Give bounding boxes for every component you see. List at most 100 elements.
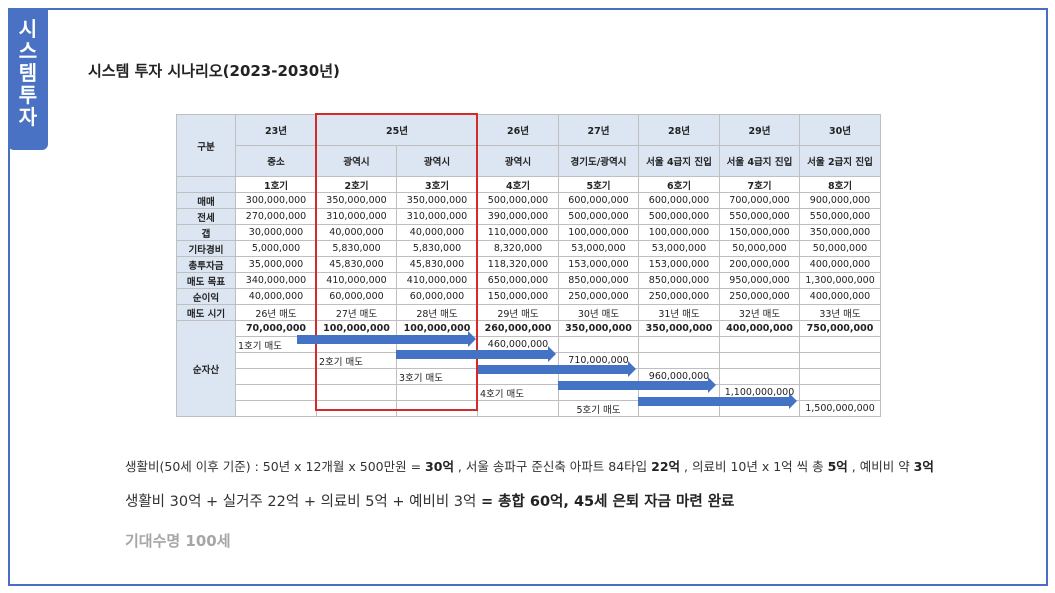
value-cell: 29년 매도 — [477, 304, 559, 321]
note-amount: 30억 — [425, 459, 454, 474]
region-cell: 서울 2급지 진입 — [799, 145, 881, 177]
year-cell: 29년 — [719, 114, 800, 146]
empty-cell — [235, 400, 317, 417]
value-cell: 35,000,000 — [235, 256, 317, 273]
empty-cell — [638, 352, 720, 369]
value-cell: 53,000,000 — [638, 240, 720, 257]
year-cell: 23년 — [235, 114, 317, 146]
net-total-cell: 400,000,000 — [719, 320, 800, 337]
value-cell: 30,000,000 — [235, 224, 317, 241]
year-cell: 27년 — [558, 114, 639, 146]
value-cell: 250,000,000 — [638, 288, 720, 305]
unit-cell: 1호기 — [235, 176, 317, 193]
net-total-row: 순자산 70,000,000 100,000,000 100,000,000 260,0… — [176, 320, 881, 417]
value-cell: 500,000,000 — [477, 192, 559, 209]
total-summary: 생활비 30억 + 실거주 22억 + 의료비 5억 + 예비비 3억 = 총합… — [125, 490, 734, 511]
year-cell: 25년 — [316, 114, 478, 146]
data-row: 갭 30,000,000 40,000,000 40,000,000 110,000,0… — [176, 224, 881, 241]
row-label: 매도 목표 — [176, 272, 236, 289]
value-cell: 26년 매도 — [235, 304, 317, 321]
value-cell: 100,000,000 — [638, 224, 720, 241]
value-cell: 500,000,000 — [558, 208, 639, 225]
value-cell: 1,300,000,000 — [799, 272, 881, 289]
sale-label: 4호기 매도 — [477, 384, 559, 401]
value-cell: 33년 매도 — [799, 304, 881, 321]
sale-label: 5호기 매도 — [558, 400, 639, 417]
value-cell: 250,000,000 — [719, 288, 800, 305]
region-cell: 중소 — [235, 145, 317, 177]
note-text: , 의료비 10년 x 1억 씩 총 — [680, 459, 828, 474]
net-total-cell: 750,000,000 — [799, 320, 881, 337]
row-label: 전세 — [176, 208, 236, 225]
empty-cell — [719, 368, 800, 385]
value-cell: 150,000,000 — [719, 224, 800, 241]
value-cell: 8,320,000 — [477, 240, 559, 257]
net-asset-label: 순자산 — [176, 320, 236, 417]
note-text: , 서울 송파구 준신축 아파트 84타입 — [453, 459, 652, 474]
value-cell: 340,000,000 — [235, 272, 317, 289]
empty-cell — [235, 384, 317, 401]
empty-cell — [799, 336, 881, 353]
data-row: 매도 시기 26년 매도 27년 매도 28년 매도 29년 매도 30년 매도 31년 매… — [176, 304, 881, 321]
data-row: 매매 300,000,000 350,000,000 350,000,000 500,0… — [176, 192, 881, 209]
empty-cell — [235, 352, 317, 369]
note-text: 생활비(50세 이후 기준) : 50년 x 12개월 x 500만원 = — [125, 459, 426, 474]
row-label: 매도 시기 — [176, 304, 236, 321]
value-cell: 850,000,000 — [558, 272, 639, 289]
summary-text: 생활비 30억 + 실거주 22억 + 의료비 5억 + 예비비 3억 — [125, 494, 481, 510]
value-cell: 900,000,000 — [799, 192, 881, 209]
value-cell: 153,000,000 — [558, 256, 639, 273]
sale-result: 1,500,000,000 — [799, 400, 881, 417]
empty-cell — [799, 384, 881, 401]
value-cell: 270,000,000 — [235, 208, 317, 225]
value-cell: 400,000,000 — [799, 256, 881, 273]
value-cell: 500,000,000 — [638, 208, 720, 225]
row-label: 기타경비 — [176, 240, 236, 257]
net-total-cell: 350,000,000 — [558, 320, 639, 337]
year-cell: 30년 — [799, 114, 881, 146]
value-cell: 600,000,000 — [558, 192, 639, 209]
region-row: 중소 광역시 광역시 광역시 경기도/광역시 서울 4급지 진입 서울 4급지 … — [177, 145, 881, 177]
investment-table-wrap: 구분 23년 25년 26년 27년 28년 29년 30년 중소 광역시 광역… — [176, 113, 881, 417]
side-tab-char: 템 — [18, 61, 38, 85]
empty-cell — [719, 352, 800, 369]
value-cell: 32년 매도 — [719, 304, 800, 321]
data-row: 순이익 40,000,000 60,000,000 60,000,000 150,000… — [176, 288, 881, 305]
empty-cell — [638, 336, 720, 353]
empty-cell — [719, 336, 800, 353]
empty-cell — [235, 368, 317, 385]
unit-cell: 4호기 — [477, 176, 559, 193]
empty-cell — [799, 368, 881, 385]
value-cell: 110,000,000 — [477, 224, 559, 241]
value-cell: 700,000,000 — [719, 192, 800, 209]
value-cell: 31년 매도 — [638, 304, 720, 321]
value-cell: 650,000,000 — [477, 272, 559, 289]
row-label: 총투자금 — [176, 256, 236, 273]
unit-cell: 6호기 — [638, 176, 720, 193]
side-tab-char: 시 — [18, 17, 38, 41]
year-cell: 28년 — [638, 114, 720, 146]
value-cell: 50,000,000 — [799, 240, 881, 257]
note-amount: 3억 — [913, 459, 934, 474]
page-title: 시스템 투자 시나리오(2023-2030년) — [88, 62, 340, 80]
data-row: 전세 270,000,000 310,000,000 310,000,000 390,0… — [176, 208, 881, 225]
sale-arrow — [297, 331, 476, 347]
data-row: 매도 목표 340,000,000 410,000,000 410,000,000 65… — [176, 272, 881, 289]
region-cell: 광역시 — [396, 145, 478, 177]
net-total-cell: 260,000,000 — [477, 320, 559, 337]
unit-cell: 5호기 — [558, 176, 639, 193]
value-cell: 550,000,000 — [799, 208, 881, 225]
value-cell: 118,320,000 — [477, 256, 559, 273]
year-row: 구분 23년 25년 26년 27년 28년 29년 30년 — [176, 114, 881, 177]
sale-arrow — [396, 346, 556, 362]
region-cell: 경기도/광역시 — [558, 145, 639, 177]
note-amount: 5억 — [827, 459, 848, 474]
highlight-box-25 — [315, 113, 478, 411]
empty-cell — [558, 336, 639, 353]
region-cell: 서울 4급지 진입 — [638, 145, 720, 177]
value-cell: 40,000,000 — [235, 288, 317, 305]
sale-arrow — [478, 361, 636, 377]
side-tab: 시 스 템 투 자 — [8, 8, 48, 150]
value-cell: 850,000,000 — [638, 272, 720, 289]
sale-row: 5호기 매도 1,500,000,000 — [177, 400, 881, 417]
